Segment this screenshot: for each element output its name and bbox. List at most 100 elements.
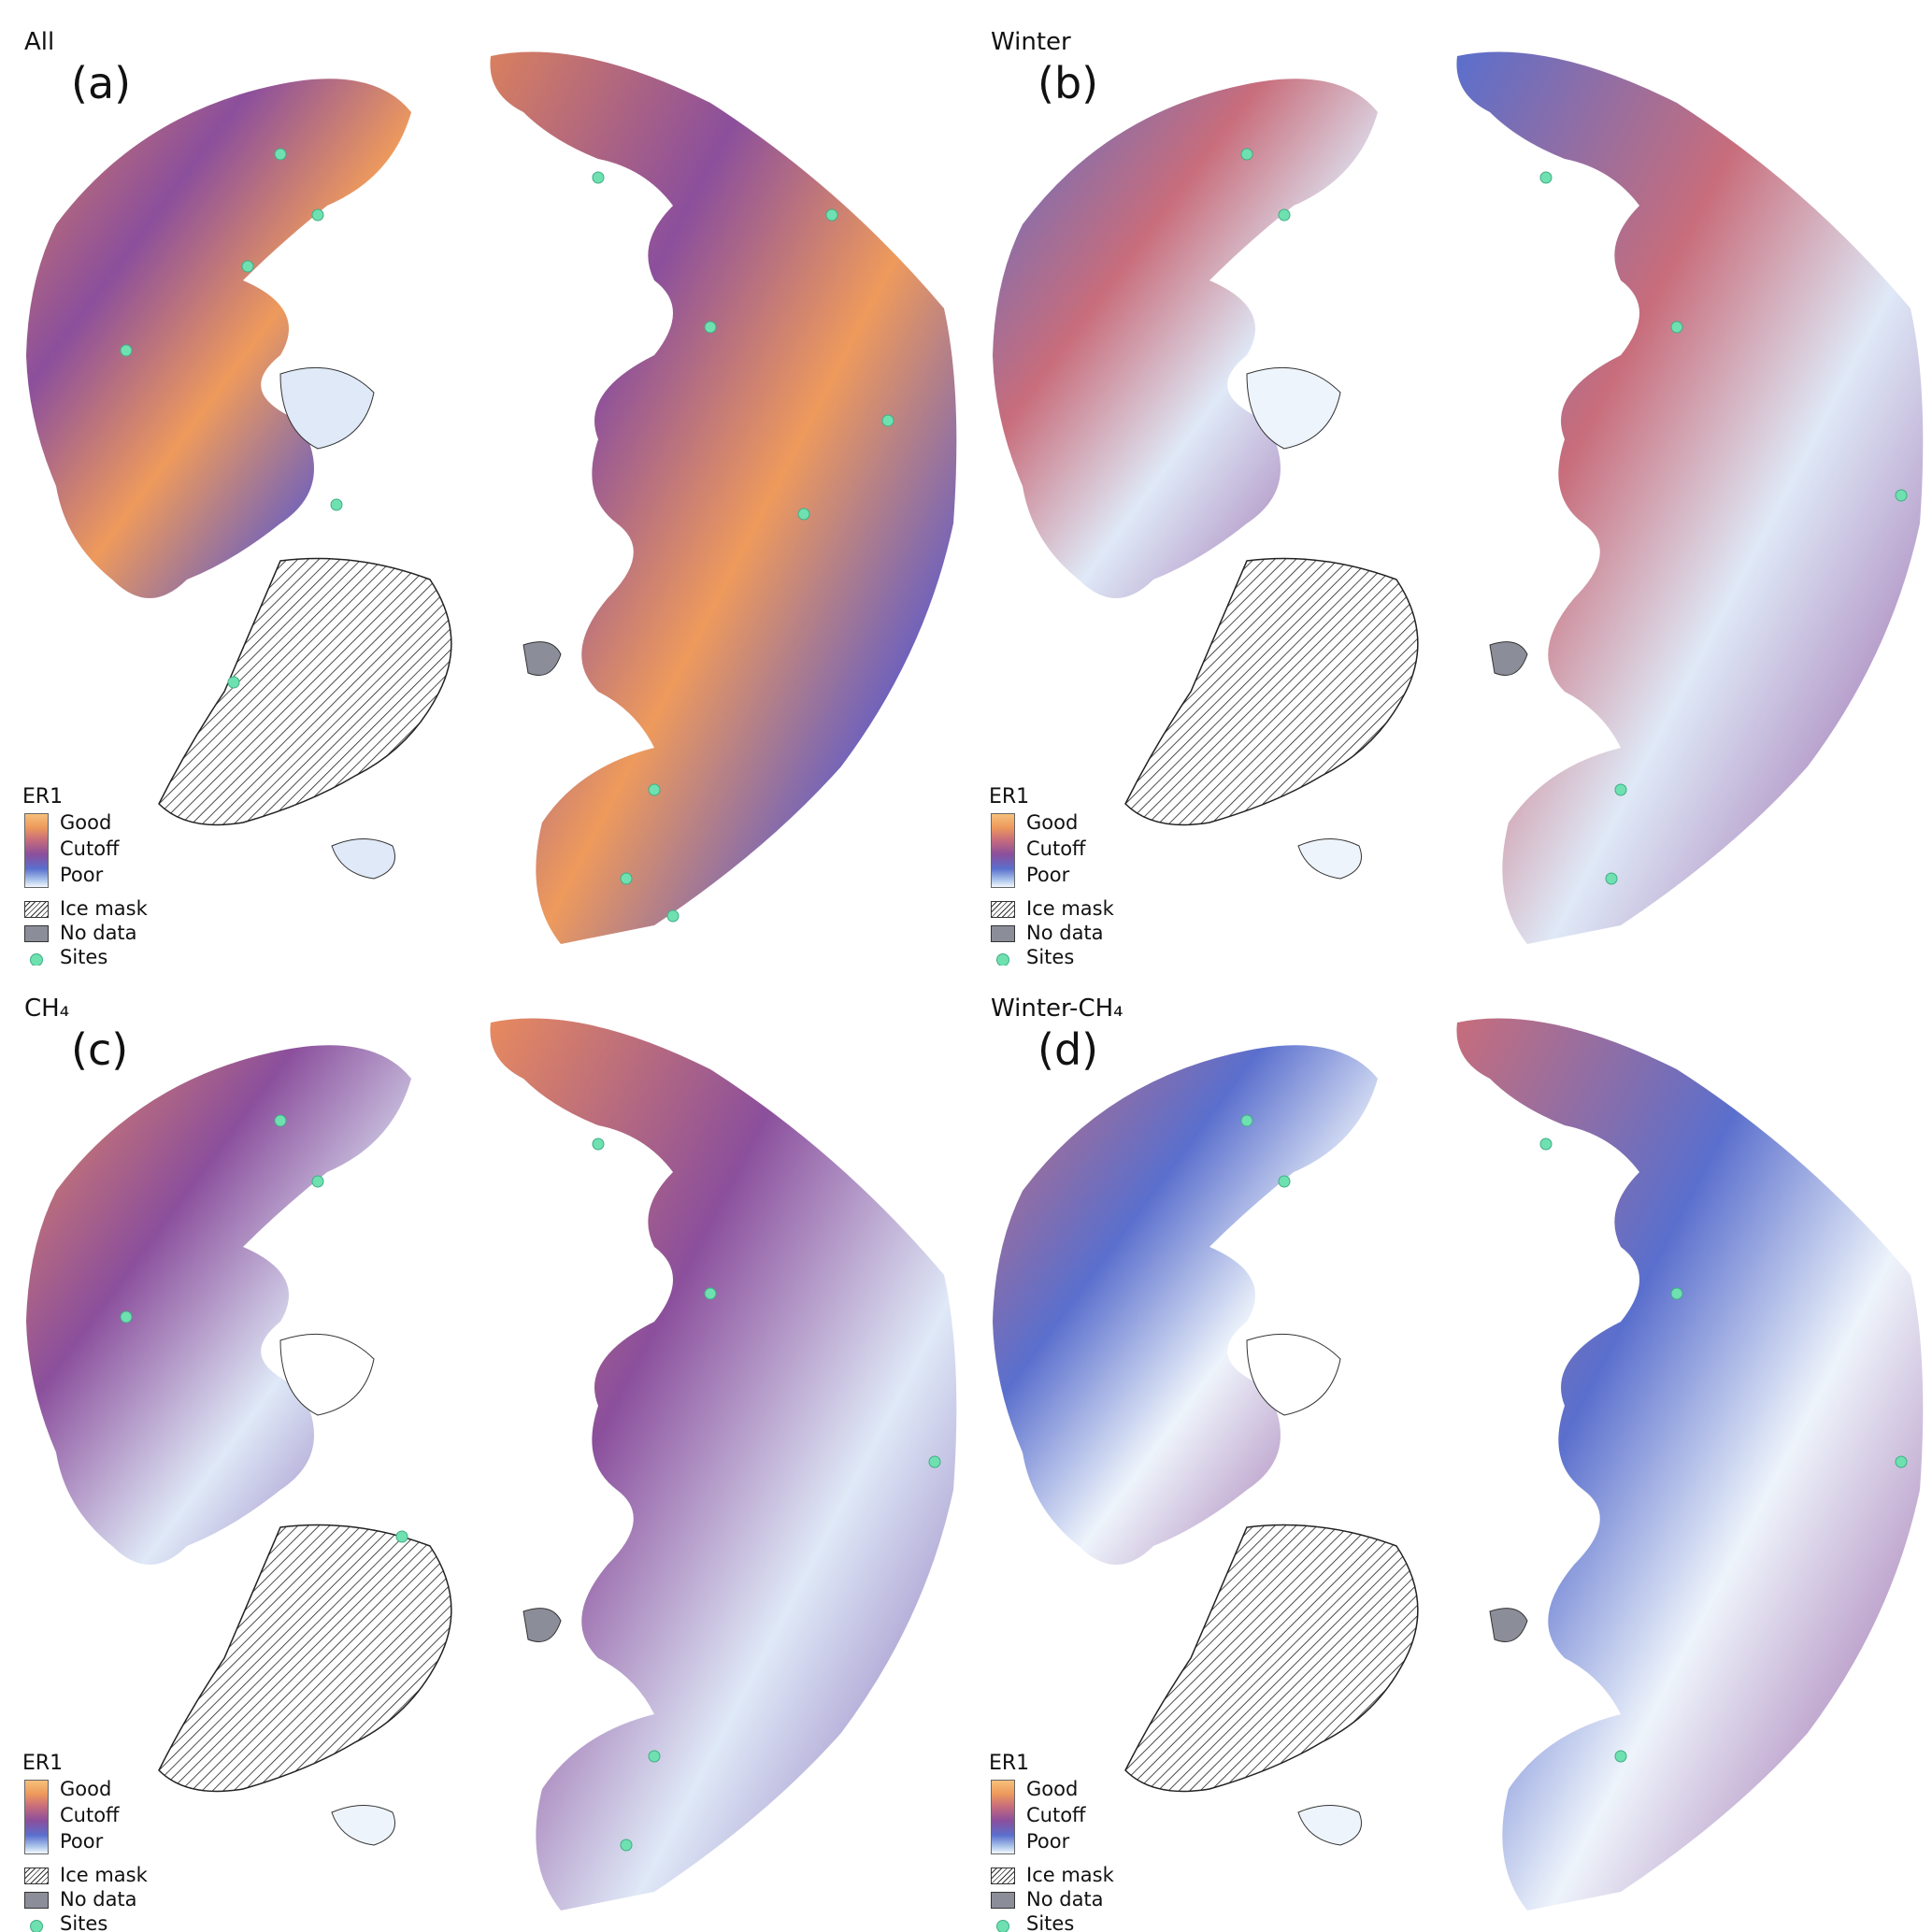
site-marker <box>120 344 133 357</box>
sites-layer <box>120 1114 941 1852</box>
landmass-iceland <box>331 1805 395 1846</box>
greenland-ice-mask <box>1124 1524 1419 1793</box>
legend-sites: Sites <box>60 1912 108 1932</box>
panel-letter: (d) <box>1038 1024 1099 1075</box>
site-marker <box>1614 783 1627 796</box>
legend-poor: Poor <box>1026 1830 1070 1853</box>
greenland-ice-mask <box>158 557 452 826</box>
map-all <box>26 51 957 945</box>
landmass-arctic-islands <box>1246 366 1341 450</box>
site-marker <box>227 676 240 689</box>
panel-ch4: CH₄ (c) ER1 Good Cutoff Poor Ice mask No… <box>0 966 966 1932</box>
site-marker <box>620 872 633 885</box>
landmass-arctic-islands <box>279 366 375 450</box>
landmass-north-america <box>26 79 411 599</box>
site-marker <box>648 783 661 796</box>
panel-title: CH₄ <box>24 995 70 1023</box>
panel-all: All (a) ER1 Good Cutoff Poor Ice mask No… <box>0 0 966 966</box>
legend-cutoff: Cutoff <box>1026 837 1086 860</box>
map-legend: ER1 Good Cutoff Poor Ice mask No data Si… <box>22 1752 209 1932</box>
map-winter <box>993 51 1924 945</box>
site-marker <box>825 208 838 222</box>
map-legend: ER1 Good Cutoff Poor Ice mask No data Si… <box>989 1752 1176 1932</box>
legend-cutoff: Cutoff <box>60 837 120 860</box>
landmass-svalbard <box>1489 641 1528 676</box>
site-marker <box>1670 321 1683 334</box>
site-marker <box>1240 1114 1253 1127</box>
site-marker <box>620 1839 633 1852</box>
legend-ice-mask: Ice mask <box>60 1864 148 1886</box>
site-swatch <box>30 953 43 966</box>
site-swatch <box>30 1920 43 1932</box>
legend-no-data: No data <box>1026 1888 1104 1911</box>
site-marker <box>1605 872 1618 885</box>
site-marker <box>592 171 605 184</box>
legend-poor: Poor <box>60 1830 104 1853</box>
map-legend: ER1 Good Cutoff Poor Ice mask No data Si… <box>989 785 1176 966</box>
landmass-iceland <box>1297 838 1362 880</box>
site-marker <box>666 909 680 923</box>
landmass-eurasia <box>1456 51 1924 945</box>
site-marker <box>1614 1750 1627 1763</box>
sites-layer <box>1240 148 1908 885</box>
greenland-ice-mask <box>158 1524 452 1793</box>
no-data-swatch <box>991 1892 1015 1909</box>
landmass-iceland <box>331 838 395 880</box>
ice-mask-swatch <box>24 1868 49 1884</box>
landmass-svalbard <box>522 1608 562 1642</box>
no-data-swatch <box>24 1892 49 1909</box>
map-legend: ER1 Good Cutoff Poor Ice mask No data Si… <box>22 785 209 966</box>
landmass-north-america <box>26 1045 411 1565</box>
legend-good: Good <box>1026 811 1079 834</box>
site-marker <box>592 1138 605 1151</box>
panel-winter-ch4: Winter-CH₄ (d) ER1 Good Cutoff Poor Ice … <box>966 966 1932 1932</box>
site-marker <box>1895 1455 1908 1468</box>
legend-no-data: No data <box>60 1888 137 1911</box>
site-marker <box>648 1750 661 1763</box>
legend-good: Good <box>60 811 112 834</box>
ice-mask-swatch <box>991 1868 1015 1884</box>
site-marker <box>881 414 894 427</box>
landmass-north-america <box>993 79 1378 599</box>
color-ramp <box>24 813 49 888</box>
map-ch4 <box>26 1018 957 1911</box>
site-swatch <box>996 953 1009 966</box>
site-marker <box>395 1530 408 1543</box>
legend-ice-mask: Ice mask <box>60 897 148 920</box>
panel-letter: (b) <box>1038 58 1099 108</box>
landmass-svalbard <box>1489 1608 1528 1642</box>
legend-ice-mask: Ice mask <box>1026 897 1114 920</box>
panel-winter: Winter (b) ER1 Good Cutoff Poor Ice mask… <box>966 0 1932 966</box>
no-data-swatch <box>24 925 49 942</box>
site-marker <box>311 208 324 222</box>
site-marker <box>311 1175 324 1188</box>
panel-letter: (a) <box>71 58 132 108</box>
ice-mask-swatch <box>24 901 49 918</box>
legend-no-data: No data <box>60 922 137 944</box>
landmass-arctic-islands <box>1246 1333 1341 1416</box>
site-marker <box>1895 489 1908 502</box>
legend-title: ER1 <box>989 1752 1030 1775</box>
legend-sites: Sites <box>1026 946 1075 966</box>
color-ramp <box>991 813 1015 888</box>
landmass-north-america <box>993 1045 1378 1565</box>
site-marker <box>1278 208 1291 222</box>
landmass-eurasia <box>1456 1018 1924 1911</box>
color-ramp <box>24 1780 49 1854</box>
landmass-eurasia <box>490 51 957 945</box>
legend-poor: Poor <box>60 864 104 886</box>
sites-layer <box>120 148 894 923</box>
site-marker <box>1278 1175 1291 1188</box>
legend-title: ER1 <box>22 785 64 809</box>
site-marker <box>274 148 287 161</box>
site-marker <box>704 1287 717 1300</box>
legend-poor: Poor <box>1026 864 1070 886</box>
legend-cutoff: Cutoff <box>60 1804 120 1826</box>
legend-title: ER1 <box>22 1752 64 1775</box>
site-marker <box>928 1455 941 1468</box>
panel-title: All <box>24 28 55 56</box>
ice-mask-swatch <box>991 901 1015 918</box>
color-ramp <box>991 1780 1015 1854</box>
site-marker <box>330 498 343 511</box>
site-marker <box>704 321 717 334</box>
